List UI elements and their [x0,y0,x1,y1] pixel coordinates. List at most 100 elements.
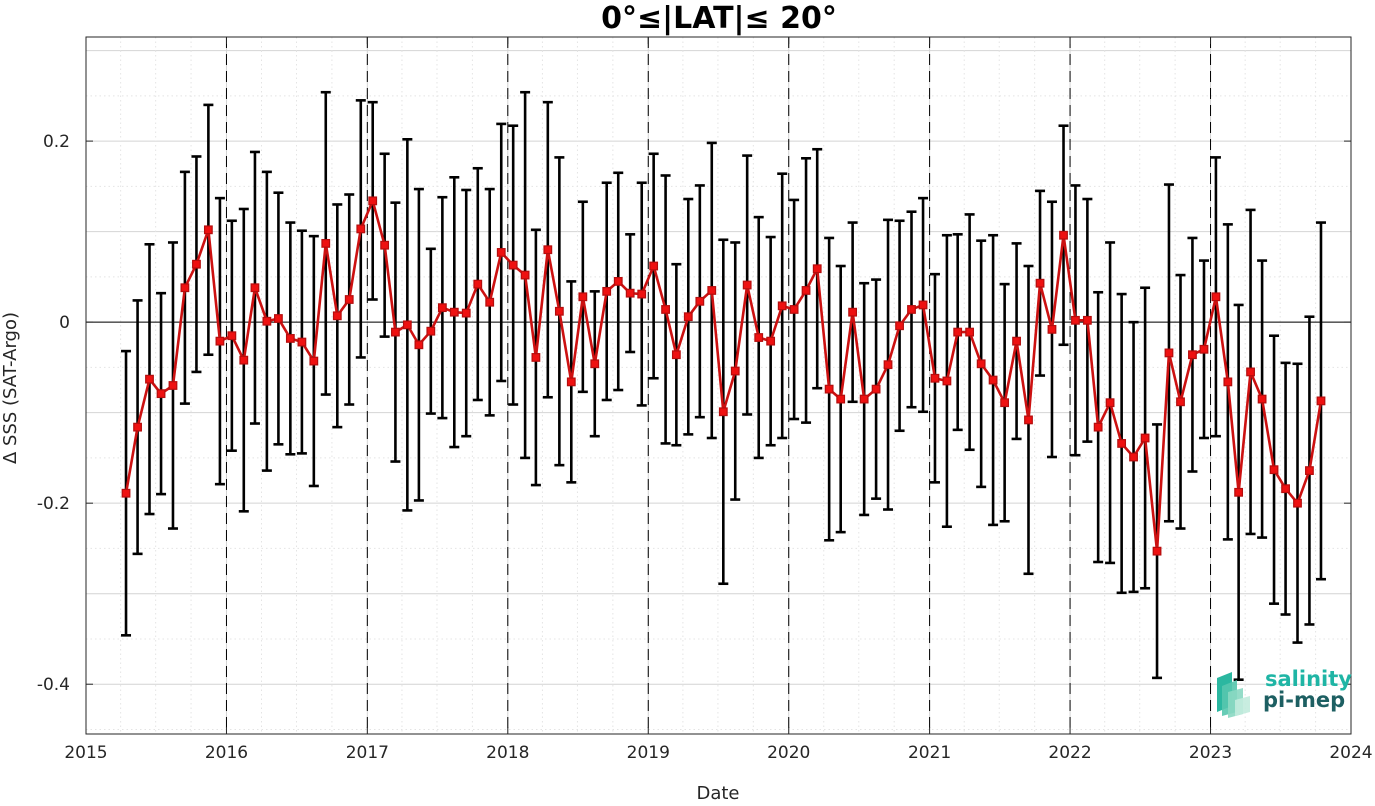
data-point-marker [683,312,693,322]
data-point-marker [496,248,506,257]
data-point-marker [531,353,541,362]
data-point-marker [671,350,681,360]
data-point-marker [848,307,858,317]
data-point-marker [168,381,178,390]
year-separators [225,37,1212,734]
data-point-marker [1024,415,1033,425]
y-tick-label: -0.2 [37,494,70,514]
data-point-marker [566,377,576,387]
logo-emblem [1217,672,1250,718]
data-point-marker [742,280,752,290]
data-point-marker [473,279,483,289]
data-point-marker [297,337,307,347]
data-point-marker [789,305,799,314]
data-point-marker [133,422,142,432]
data-point-marker [707,286,717,295]
data-point-marker [661,305,670,314]
data-point-marker [321,238,331,248]
data-point-marker [262,316,272,326]
data-point-marker [1293,498,1302,508]
data-point-marker [730,366,740,376]
data-point-marker [203,225,213,235]
data-point-marker [649,261,659,271]
data-point-marker [227,331,237,341]
data-point-marker [871,384,881,394]
data-point-marker [1082,315,1092,325]
data-point-marker [942,376,952,386]
series-markers [121,196,1326,556]
data-point-marker [1234,487,1244,497]
x-tick-label: 2024 [1329,743,1372,763]
data-point-marker [1000,398,1010,408]
data-point-marker [215,336,225,346]
data-point-marker [824,384,834,394]
data-point-marker [554,306,564,316]
data-point-marker [285,334,295,343]
x-axis-label: Date [696,783,739,801]
salinity-pi-mep-logo: salinity pi-mep [1217,667,1352,718]
data-point-marker [332,311,342,321]
data-point-marker [812,264,822,274]
data-point-marker [801,286,811,295]
data-point-marker [1246,367,1255,377]
data-point-marker [777,301,787,311]
data-point-marker [391,327,400,337]
data-point-marker [1152,546,1162,556]
logo-line1: salinity [1265,667,1352,691]
data-point-marker [250,283,260,293]
y-tick-label: 0 [59,313,70,333]
data-point-marker [883,360,893,370]
data-point-marker [1257,394,1267,404]
chart-title: 0°≤|LAT|≤ 20° [601,1,837,36]
data-point-marker [613,277,623,286]
axes-frame [85,36,1352,735]
x-tick-labels: 2015 2016 2017 2018 2019 2020 2021 2022 2023 2024 [64,37,1373,763]
data-point-marker [1129,452,1138,462]
data-point-marker [485,297,495,307]
data-point-marker [1176,397,1185,407]
axes-box [85,36,1352,735]
data-point-marker [895,321,904,331]
data-point-marker [192,259,201,269]
data-point-marker [625,288,635,298]
data-point-marker [1188,350,1197,360]
data-point-marker [239,355,249,365]
data-point-marker [953,327,963,337]
data-point-marker [426,326,436,336]
data-point-marker [180,283,190,293]
data-point-marker [414,340,424,350]
data-point-marker [766,336,776,346]
y-tick-label: -0.4 [37,675,70,695]
data-point-marker [1012,336,1021,346]
data-point-marker [1305,466,1314,475]
x-tick-label: 2015 [64,743,107,763]
data-point-marker [602,286,612,296]
data-point-marker [1117,439,1127,448]
x-tick-label: 2019 [627,743,670,763]
x-tick-label: 2018 [486,743,529,763]
data-point-marker [156,389,166,399]
x-tick-label: 2020 [767,743,810,763]
data-point-marker [1281,484,1290,494]
data-point-marker [402,320,412,330]
data-point-marker [449,307,459,317]
data-point-marker [274,314,283,323]
data-point-marker [930,373,940,383]
data-point-marker [1059,230,1068,240]
data-point-marker [590,359,600,369]
data-point-marker [1164,348,1174,358]
data-point-marker [543,245,553,255]
y-tick-label: 0.2 [43,132,70,152]
data-point-marker [918,300,928,310]
x-tick-label: 2023 [1189,743,1232,763]
data-point-marker [1105,398,1115,408]
data-point-marker [344,295,354,304]
data-point-marker [309,356,319,366]
y-tick-labels: -0.4 -0.2 0 0.2 [37,132,1351,695]
data-point-marker [508,260,518,270]
data-point-marker [965,327,975,337]
data-point-marker [1035,278,1045,288]
data-point-marker [1047,324,1057,334]
data-point-marker [1223,377,1233,387]
